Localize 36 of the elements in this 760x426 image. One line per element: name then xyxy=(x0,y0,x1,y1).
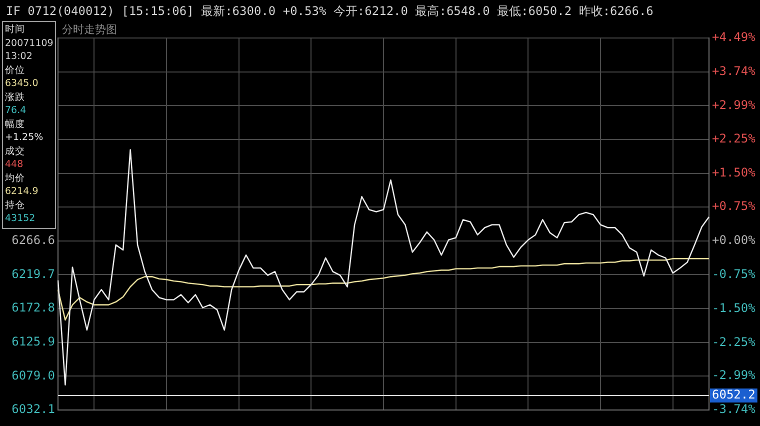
y-tick-label: 6079.0 xyxy=(12,368,55,382)
chart-title: IF 0712(040012) [15:15:06] 最新:6300.0 +0.53% 今开:6212.0 最高:6548.0 最低:6050.2 昨收:6266.6 xyxy=(6,3,654,20)
text: 20071109 xyxy=(5,36,54,50)
text: 成交 xyxy=(5,144,26,158)
y2-tick-label: -0.75% xyxy=(712,266,756,281)
y2-tick-label: -2.25% xyxy=(712,334,756,349)
y-tick-label: 6219.7 xyxy=(12,266,55,281)
y2-tick-label: -2.99% xyxy=(712,368,756,382)
y-tick-label: 6125.9 xyxy=(12,334,55,348)
y2-tick-label: +4.49% xyxy=(712,30,756,44)
text: 76.4 xyxy=(5,104,28,118)
text: 涨跌 xyxy=(5,90,26,104)
text: 43152 xyxy=(5,212,36,226)
text: +1.25% xyxy=(5,131,44,144)
text: 6214.9 xyxy=(5,185,40,198)
y-tick-label: 6032.1 xyxy=(12,402,55,416)
y2-tick-label: +3.74% xyxy=(712,64,756,78)
text: 6345.0 xyxy=(5,77,40,90)
y2-tick-label: +2.99% xyxy=(712,98,756,112)
text: 448 xyxy=(5,158,24,172)
y2-tick-label: -3.74% xyxy=(712,402,756,416)
chart-subtitle: 分时走势图 xyxy=(62,22,117,37)
y2-tick-label: +0.00% xyxy=(712,233,756,248)
ref-line-label: 6052.2 xyxy=(712,388,756,402)
text: 幅度 xyxy=(5,118,26,131)
y2-tick-label: +1.50% xyxy=(712,165,756,180)
text: 持仓 xyxy=(5,198,26,212)
y-tick-label: 6266.6 xyxy=(12,233,55,248)
y-tick-label: 6172.8 xyxy=(12,300,55,315)
y2-tick-label: +2.25% xyxy=(712,131,756,146)
text: 均价 xyxy=(5,172,26,185)
y2-tick-label: +0.75% xyxy=(712,199,756,214)
text: 时间 xyxy=(5,23,26,36)
text: 价位 xyxy=(5,64,26,77)
y2-tick-label: -1.50% xyxy=(712,300,756,315)
text: 13:02 xyxy=(5,50,34,64)
